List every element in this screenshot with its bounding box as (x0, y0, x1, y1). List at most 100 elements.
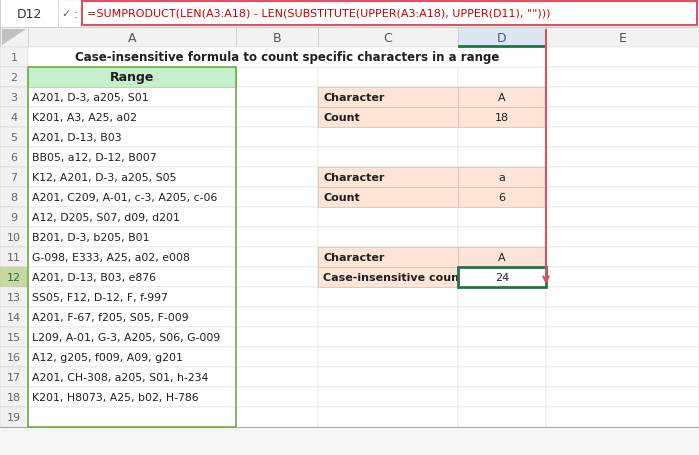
Text: A201, D-3, a205, S01: A201, D-3, a205, S01 (32, 93, 149, 103)
Bar (0, 347, 28, 367)
Text: 18: 18 (7, 392, 21, 402)
Bar (318, 367, 458, 387)
Bar (0, 207, 28, 228)
Bar (28, 48, 546, 68)
Bar (318, 88, 458, 108)
Bar (546, 327, 699, 347)
Bar (546, 228, 699, 248)
Bar (318, 207, 458, 228)
Bar (236, 228, 318, 248)
Bar (236, 327, 318, 347)
Bar (458, 407, 546, 427)
Bar (28, 48, 236, 68)
Text: 3: 3 (10, 93, 17, 103)
Bar (318, 268, 458, 288)
Bar (236, 207, 318, 228)
Text: 11: 11 (7, 253, 21, 263)
Text: L209, A-01, G-3, A205, S06, G-009: L209, A-01, G-3, A205, S06, G-009 (32, 332, 220, 342)
Bar (318, 28, 458, 48)
Bar (318, 307, 458, 327)
Bar (546, 28, 699, 48)
Text: A: A (128, 31, 136, 45)
Bar (0, 128, 28, 148)
Text: a: a (498, 172, 505, 182)
Bar (546, 48, 699, 68)
Bar (0, 0, 58, 28)
Text: G-098, E333, A25, a02, e008: G-098, E333, A25, a02, e008 (32, 253, 190, 263)
Text: 10: 10 (7, 233, 21, 243)
Bar (28, 248, 236, 268)
Text: Character: Character (323, 253, 384, 263)
Bar (236, 288, 318, 307)
Bar (546, 307, 699, 327)
Bar (546, 167, 699, 187)
Bar (28, 407, 236, 427)
Bar (546, 268, 699, 288)
Bar (236, 387, 318, 407)
Bar (546, 207, 699, 228)
Bar (318, 187, 458, 207)
Bar (546, 367, 699, 387)
Text: 12: 12 (7, 273, 21, 283)
Bar (28, 367, 236, 387)
Bar (0, 248, 28, 268)
Bar (458, 248, 546, 268)
Bar (318, 48, 458, 68)
Text: A: A (498, 93, 506, 103)
Bar (546, 288, 699, 307)
Text: 4: 4 (10, 113, 17, 123)
Bar (458, 68, 546, 88)
Bar (318, 148, 458, 167)
Bar (236, 28, 318, 48)
Bar (546, 387, 699, 407)
Text: Count: Count (323, 192, 360, 202)
Bar (458, 347, 546, 367)
Text: K201, H8073, A25, b02, H-786: K201, H8073, A25, b02, H-786 (32, 392, 199, 402)
Text: D12: D12 (16, 7, 42, 20)
Bar (0, 407, 28, 427)
Bar (0, 148, 28, 167)
Text: A12, g205, f009, A09, g201: A12, g205, f009, A09, g201 (32, 352, 183, 362)
Bar (546, 88, 699, 108)
Bar (0, 88, 28, 108)
Text: K201, A3, A25, a02: K201, A3, A25, a02 (32, 113, 137, 123)
Bar (318, 167, 458, 187)
Bar (546, 128, 699, 148)
Text: 24: 24 (495, 273, 509, 283)
Bar (318, 248, 458, 268)
Bar (236, 167, 318, 187)
Bar (236, 68, 318, 88)
Text: 13: 13 (7, 293, 21, 302)
Text: A201, C209, A-01, c-3, A205, c-06: A201, C209, A-01, c-3, A205, c-06 (32, 192, 217, 202)
Bar (318, 108, 458, 128)
Bar (458, 88, 546, 108)
Bar (236, 367, 318, 387)
Bar (458, 128, 546, 148)
Bar (0, 288, 28, 307)
Bar (458, 48, 546, 68)
Bar (458, 268, 546, 288)
Text: 18: 18 (495, 113, 509, 123)
Bar (28, 28, 236, 48)
Bar (0, 228, 28, 248)
Bar (236, 128, 318, 148)
Bar (236, 88, 318, 108)
Bar (0, 108, 28, 128)
Bar (458, 207, 546, 228)
Text: 6: 6 (498, 192, 505, 202)
Bar (546, 347, 699, 367)
Text: BB05, a12, D-12, B007: BB05, a12, D-12, B007 (32, 153, 157, 162)
Bar (318, 387, 458, 407)
Bar (0, 0, 699, 28)
Text: 1: 1 (10, 53, 17, 63)
Bar (318, 347, 458, 367)
Text: A201, D-13, B03: A201, D-13, B03 (32, 133, 122, 143)
Polygon shape (2, 30, 26, 46)
Bar (28, 228, 236, 248)
Text: 19: 19 (7, 412, 21, 422)
Bar (28, 108, 236, 128)
Bar (236, 187, 318, 207)
Bar (318, 128, 458, 148)
Text: Character: Character (323, 93, 384, 103)
Bar (236, 347, 318, 367)
